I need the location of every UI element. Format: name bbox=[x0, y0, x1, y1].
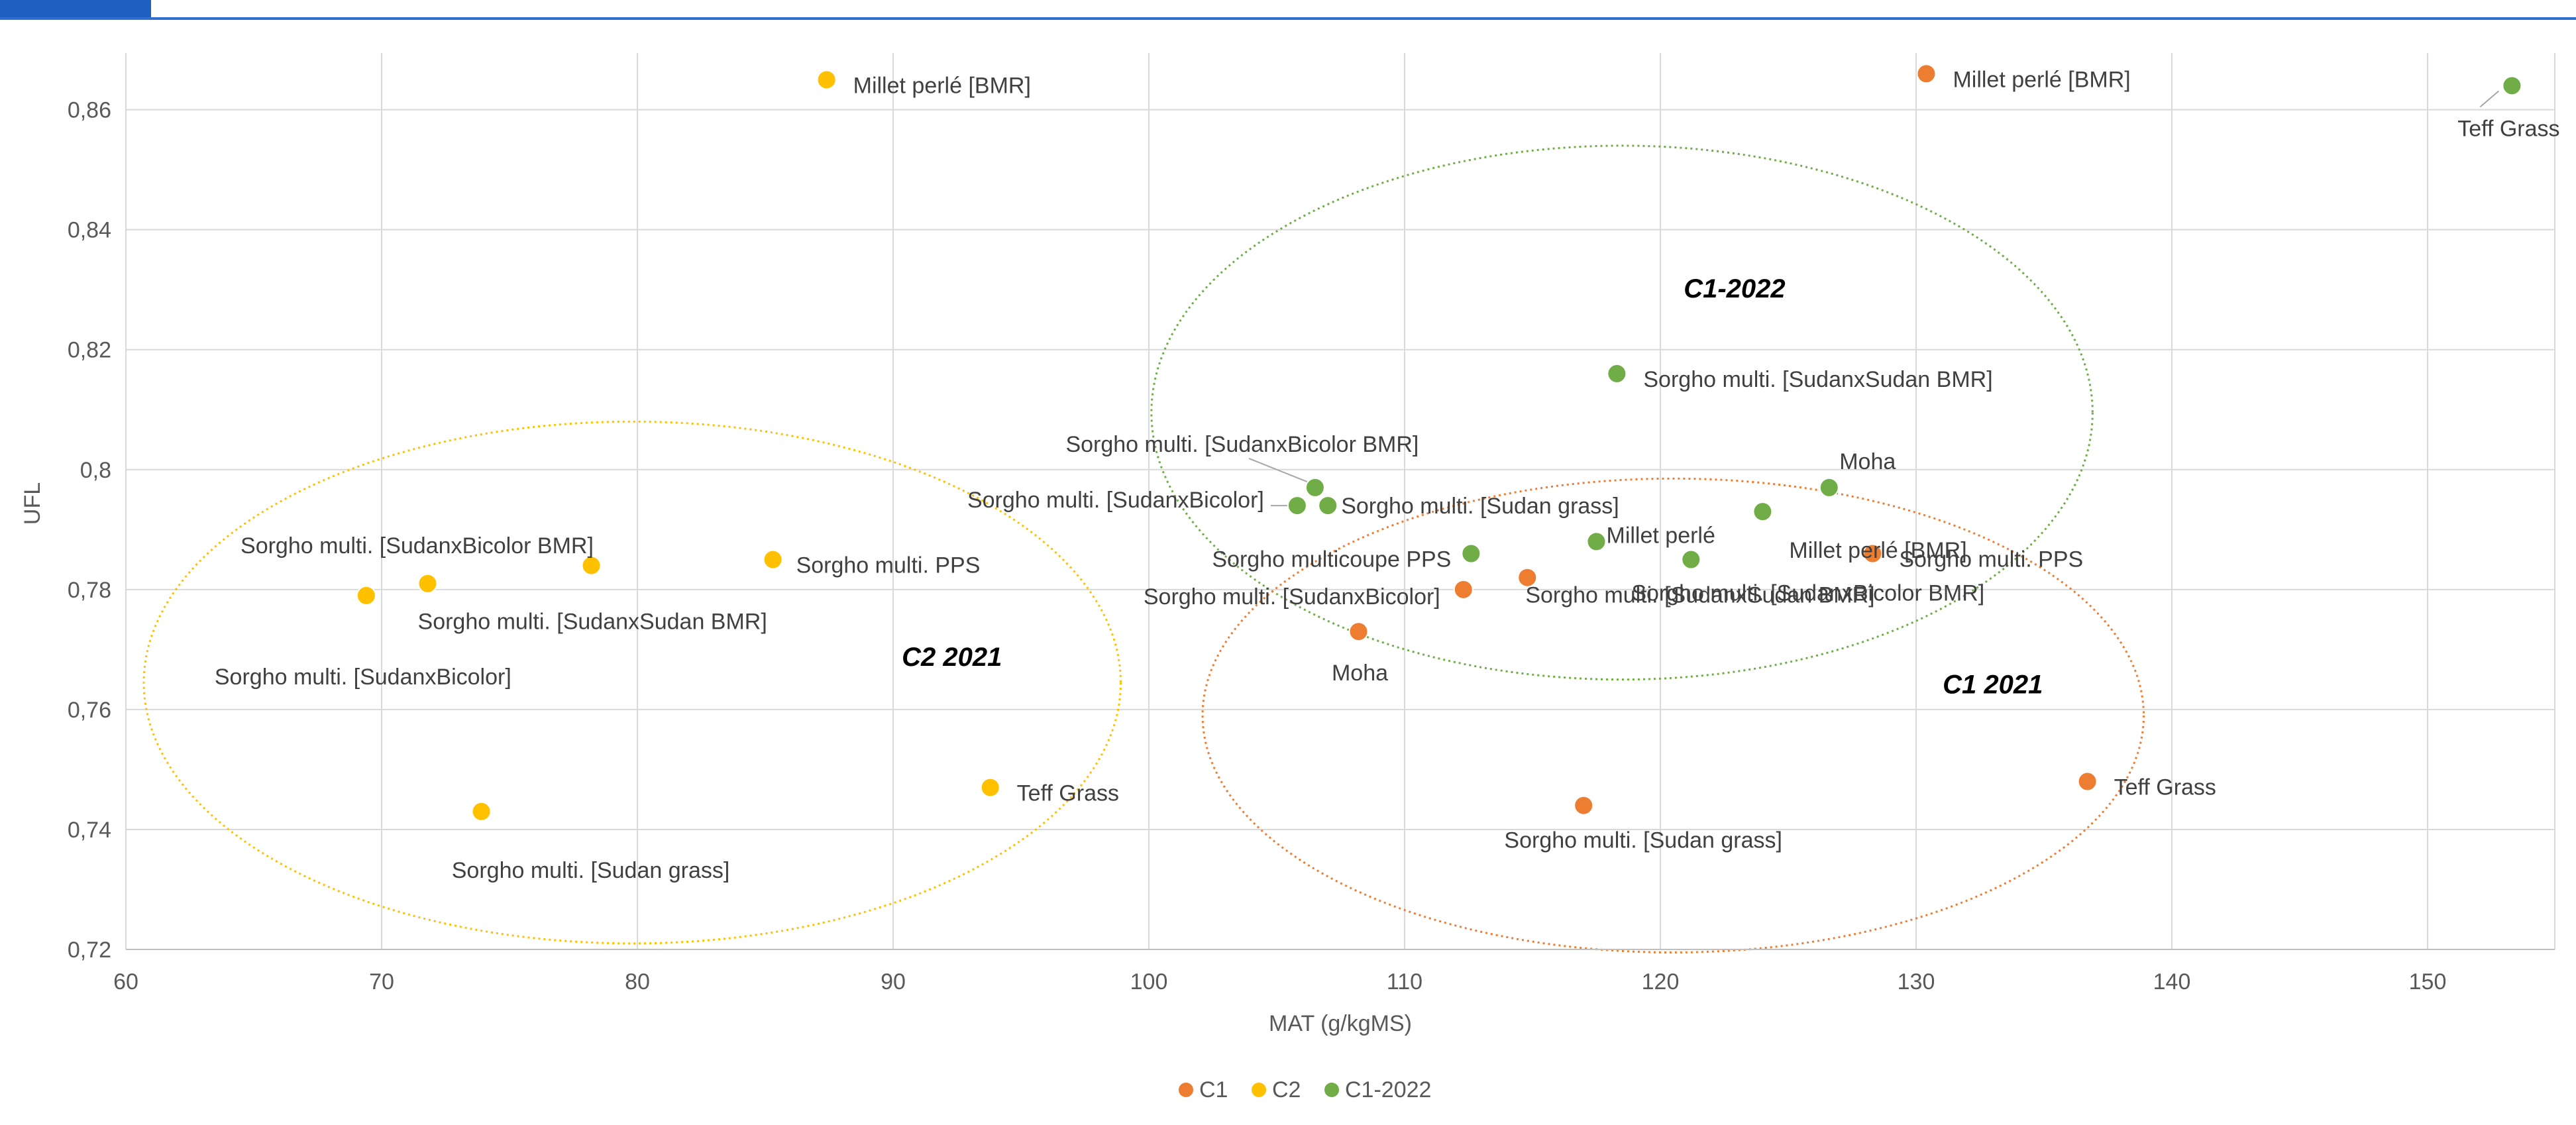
group-annotation: C2 2021 bbox=[902, 643, 1002, 672]
group-annotation: C1-2022 bbox=[1684, 274, 1785, 303]
y-tick-label: 0,74 bbox=[68, 818, 111, 843]
point-label: Sorgho multi. [Sudan grass] bbox=[1504, 828, 1782, 853]
data-point-c1-2022 bbox=[1681, 549, 1701, 570]
y-tick-label: 0,8 bbox=[80, 458, 111, 483]
point-labels: Millet perlé [BMR] Moha Sorgho multi. [Sud… bbox=[215, 67, 2560, 883]
legend-marker-c1 bbox=[1179, 1083, 1193, 1097]
data-point-c1 bbox=[1574, 795, 1594, 816]
point-label: Sorgho multi. [Sudan grass] bbox=[1341, 494, 1619, 519]
data-point-c1-2022 bbox=[1819, 477, 1839, 498]
data-point-c1-2022 bbox=[1607, 363, 1627, 384]
x-tick-label: 120 bbox=[1642, 969, 1680, 994]
point-label: Sorgho multi. PPS bbox=[796, 553, 981, 578]
leader-lines bbox=[1248, 90, 2500, 507]
data-point-c2 bbox=[980, 777, 1000, 798]
point-label: Millet perlé [BMR] bbox=[853, 73, 1031, 98]
legend-label: C1-2022 bbox=[1345, 1077, 1431, 1102]
data-point-c2 bbox=[816, 70, 837, 90]
x-tick-label: 140 bbox=[2153, 969, 2191, 994]
point-label: Moha bbox=[1332, 661, 1388, 686]
point-label: Sorgho multicoupe PPS bbox=[1212, 547, 1451, 572]
data-point-c1-2022 bbox=[1461, 543, 1481, 564]
y-tick-label: 0,78 bbox=[68, 578, 111, 603]
group-annotations: C1-2022 C2 2021 C1 2021 bbox=[902, 274, 2043, 699]
top-banner-line bbox=[0, 17, 2576, 20]
legend-marker-c2 bbox=[1252, 1083, 1266, 1097]
x-axis-title: MAT (g/kgMS) bbox=[1269, 1011, 1412, 1036]
top-banner-tab bbox=[0, 0, 151, 17]
point-label: Teff Grass bbox=[2457, 116, 2559, 141]
y-tick-label: 0,72 bbox=[68, 938, 111, 963]
point-label: Sorgho multi. [SudanxBicolor BMR] bbox=[241, 533, 594, 559]
data-point-c1 bbox=[1517, 567, 1538, 588]
data-point-c1-2022 bbox=[1586, 531, 1607, 552]
data-point-c1-2022 bbox=[2502, 76, 2522, 96]
x-tick-label: 110 bbox=[1387, 969, 1422, 994]
data-point-c1 bbox=[1916, 64, 1937, 84]
data-point-c2 bbox=[356, 585, 376, 606]
y-axis-title: UFL bbox=[20, 482, 45, 525]
data-point-c2 bbox=[763, 549, 783, 570]
point-label: Sorgho multi. [SudanxBicolor] bbox=[1144, 584, 1440, 610]
data-point-c2 bbox=[471, 801, 492, 822]
point-label: Sorgho multi. [SudanxBicolor] bbox=[215, 665, 511, 690]
data-point-c1 bbox=[1862, 543, 1883, 564]
legend-label: C1 bbox=[1199, 1077, 1228, 1102]
group-ellipse-c1 bbox=[1201, 477, 2145, 954]
y-tick-label: 0,82 bbox=[68, 338, 111, 363]
data-point-c1-2022 bbox=[1305, 477, 1325, 498]
legend: C1 C2 C1-2022 bbox=[1179, 1077, 1431, 1102]
data-point-c1-2022 bbox=[1752, 502, 1773, 522]
legend-marker-c1-2022 bbox=[1324, 1083, 1339, 1097]
point-label: Millet perlé [BMR] bbox=[1789, 538, 1966, 563]
y-tick-label: 0,86 bbox=[68, 98, 111, 123]
data-point-c2 bbox=[417, 573, 438, 594]
group-ellipses bbox=[142, 144, 2145, 954]
data-point-c2 bbox=[581, 555, 602, 576]
data-point-c1-2022 bbox=[1287, 496, 1307, 516]
data-point-c1 bbox=[2077, 771, 2098, 792]
x-tick-label: 60 bbox=[113, 969, 138, 994]
data-points bbox=[356, 64, 2522, 822]
point-label: Moha bbox=[1839, 449, 1896, 474]
point-label: Teff Grass bbox=[1017, 781, 1119, 806]
data-point-c1 bbox=[1348, 621, 1369, 642]
point-label: Sorgho multi. PPS bbox=[1899, 547, 2083, 572]
point-label: Sorgho multi. [SudanxSudan BMR] bbox=[418, 610, 767, 635]
group-ellipse-c1-2022 bbox=[1150, 144, 2094, 681]
point-label: Sorgho multi. [SudanxBicolor BMR] bbox=[1631, 581, 1984, 606]
label-leader-line bbox=[1248, 457, 1309, 483]
axes: 60 70 80 90 100 110 120 130 140 150 0,72 0,74 0,76 0,… bbox=[68, 98, 2555, 994]
data-point-c1 bbox=[1453, 579, 1474, 600]
x-tick-label: 70 bbox=[369, 969, 394, 994]
point-label: Millet perlé bbox=[1607, 523, 1715, 548]
point-label: Sorgho multi. [SudanxSudan BMR] bbox=[1525, 583, 1874, 608]
top-banner bbox=[0, 0, 2576, 20]
x-tick-label: 130 bbox=[1898, 969, 1935, 994]
label-leader-line bbox=[2479, 90, 2500, 108]
point-label: Teff Grass bbox=[2114, 775, 2216, 800]
point-label: Sorgho multi. [SudanxSudan BMR] bbox=[1643, 367, 1992, 392]
legend-label: C2 bbox=[1272, 1077, 1301, 1102]
point-label: Sorgho multi. [SudanxBicolor] bbox=[967, 488, 1264, 513]
x-tick-label: 150 bbox=[2409, 969, 2447, 994]
point-label: Sorgho multi. [SudanxBicolor BMR] bbox=[1065, 432, 1419, 457]
group-annotation: C1 2021 bbox=[1943, 670, 2043, 699]
x-tick-label: 90 bbox=[881, 969, 906, 994]
group-ellipse-c2 bbox=[142, 420, 1122, 945]
grid-lines bbox=[125, 53, 2555, 950]
data-point-c1-2022 bbox=[1318, 496, 1338, 516]
x-tick-label: 100 bbox=[1130, 969, 1168, 994]
x-tick-label: 80 bbox=[625, 969, 650, 994]
point-label: Millet perlé [BMR] bbox=[1953, 67, 2130, 92]
point-label: Sorgho multi. [Sudan grass] bbox=[452, 858, 730, 883]
y-tick-label: 0,76 bbox=[68, 698, 111, 723]
y-tick-label: 0,84 bbox=[68, 218, 111, 243]
